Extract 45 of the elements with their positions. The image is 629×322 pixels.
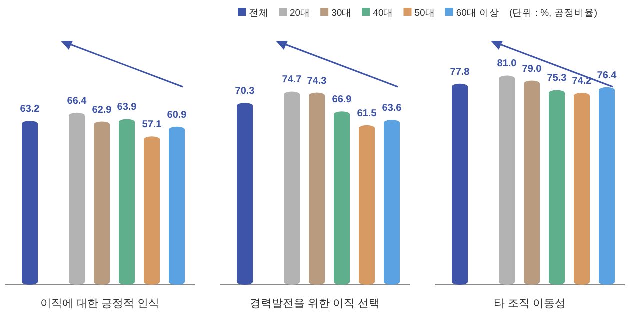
legend-label: 40대 <box>373 8 394 19</box>
data-label: 66.9 <box>332 94 352 106</box>
legend-label: 50대 <box>414 8 436 19</box>
x-tick-label: 타 조직 이동성 <box>494 298 566 310</box>
bar <box>284 92 300 285</box>
data-label: 61.5 <box>357 108 378 120</box>
data-label: 60.9 <box>167 110 188 121</box>
data-label: 77.8 <box>450 66 470 78</box>
data-label: 79.0 <box>522 64 542 75</box>
bar <box>359 125 375 285</box>
bar <box>334 112 350 285</box>
legend-label: 60대 이상 <box>456 8 500 19</box>
data-label: 62.9 <box>92 104 112 116</box>
bar <box>524 80 540 285</box>
bar <box>599 87 615 285</box>
bar <box>144 136 160 285</box>
legend-label: 전체 <box>249 8 269 19</box>
data-label: 63.2 <box>20 104 40 116</box>
data-label: 74.7 <box>282 74 302 86</box>
data-label: 76.4 <box>597 70 618 82</box>
bar <box>574 93 590 285</box>
bar <box>309 92 325 285</box>
data-label: 81.0 <box>497 58 518 70</box>
x-tick-label: 이직에 대한 긍정적 인식 <box>40 298 160 310</box>
bar <box>237 102 253 285</box>
x-tick-label: 경력발전을 위한 이직 선택 <box>250 298 380 310</box>
data-label: 74.3 <box>307 76 328 87</box>
bar <box>22 121 38 285</box>
bar <box>384 120 400 285</box>
bar <box>119 119 135 285</box>
bar <box>69 112 85 285</box>
data-label: 75.3 <box>547 73 568 84</box>
data-label: 57.1 <box>142 120 162 131</box>
bar <box>169 126 185 285</box>
text: (단위 : %, 공정비율) <box>510 8 598 19</box>
legend-label: 20대 <box>290 8 311 19</box>
data-label: 70.3 <box>235 86 256 97</box>
data-label: 63.9 <box>117 102 138 114</box>
data-label: 66.4 <box>67 96 88 107</box>
bar <box>94 122 110 285</box>
legend-label: 30대 <box>332 8 352 19</box>
bar <box>499 76 515 285</box>
bar <box>549 90 565 285</box>
bar <box>452 84 468 285</box>
data-label: 63.6 <box>382 103 402 114</box>
